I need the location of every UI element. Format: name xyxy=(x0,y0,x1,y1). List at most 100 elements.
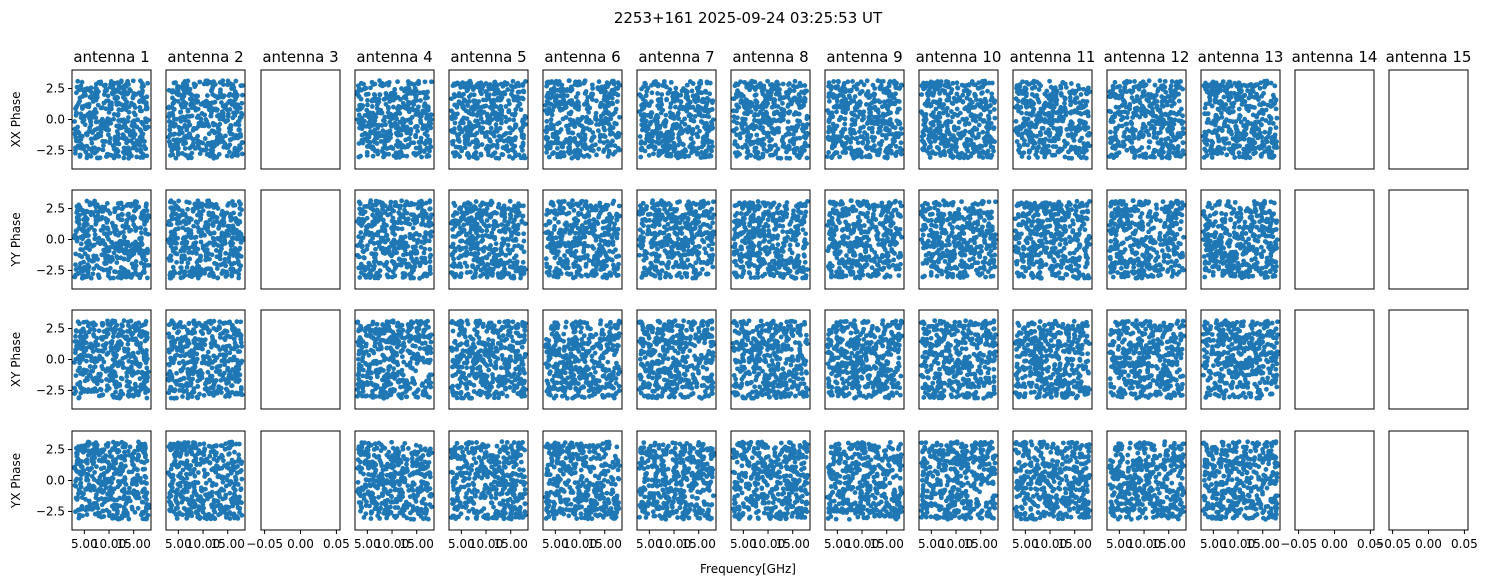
data-point xyxy=(387,119,393,125)
data-point xyxy=(168,474,174,480)
data-point xyxy=(77,134,83,140)
data-point xyxy=(166,375,172,381)
data-point xyxy=(404,264,410,270)
data-point xyxy=(233,474,238,480)
data-point xyxy=(410,376,415,381)
data-point xyxy=(135,369,141,375)
data-point xyxy=(130,350,136,356)
data-point xyxy=(112,361,117,367)
data-point xyxy=(123,501,129,506)
data-point xyxy=(239,140,245,146)
data-point xyxy=(170,273,176,279)
data-point xyxy=(407,360,413,365)
data-point xyxy=(113,389,118,395)
data-point xyxy=(228,266,234,272)
data-point xyxy=(238,253,244,259)
data-point xyxy=(99,204,105,210)
data-point xyxy=(201,452,207,458)
data-point xyxy=(81,443,86,449)
data-point xyxy=(360,220,366,226)
data-point xyxy=(210,235,216,241)
data-point xyxy=(410,463,415,469)
data-point xyxy=(138,475,143,481)
data-point xyxy=(391,248,397,253)
data-point xyxy=(403,96,409,101)
data-point xyxy=(392,359,398,365)
data-point xyxy=(218,331,223,337)
data-point xyxy=(237,132,242,138)
data-point xyxy=(410,233,415,239)
data-point xyxy=(123,81,129,87)
data-point xyxy=(122,449,127,455)
data-point xyxy=(78,371,83,376)
data-point xyxy=(178,248,184,254)
data-point xyxy=(178,275,184,281)
data-point xyxy=(423,232,429,237)
data-point xyxy=(92,227,97,233)
panel: −2.50.02.5YY Phase xyxy=(9,189,152,290)
data-point xyxy=(112,138,118,143)
data-point xyxy=(368,198,374,204)
data-point xyxy=(379,246,384,252)
data-point xyxy=(92,343,98,349)
scatter-points xyxy=(355,318,434,401)
data-point xyxy=(111,116,117,122)
data-point xyxy=(215,206,221,211)
data-point xyxy=(203,147,209,153)
data-point xyxy=(198,255,203,261)
data-point xyxy=(381,374,387,380)
data-point xyxy=(190,480,196,486)
data-point xyxy=(209,365,215,371)
data-point xyxy=(114,497,120,503)
data-point xyxy=(127,485,132,491)
scatter-points xyxy=(72,439,151,522)
data-point xyxy=(427,271,433,276)
data-point xyxy=(409,114,415,120)
data-point xyxy=(122,513,128,519)
data-point xyxy=(124,378,130,384)
data-point xyxy=(73,347,78,353)
data-point xyxy=(238,467,244,473)
data-point xyxy=(180,512,185,518)
data-point xyxy=(393,116,399,122)
data-point xyxy=(389,274,395,280)
x-tick-label: 15.00 xyxy=(211,537,245,551)
data-point xyxy=(377,210,383,216)
data-point xyxy=(355,356,361,362)
y-tick-label: 0.0 xyxy=(46,113,65,127)
data-point xyxy=(210,221,216,227)
data-point xyxy=(84,512,90,517)
data-point xyxy=(237,218,242,224)
data-point xyxy=(145,502,151,508)
data-point xyxy=(370,328,376,334)
data-point xyxy=(76,217,82,223)
data-point xyxy=(186,245,192,251)
data-point xyxy=(106,132,111,138)
data-point xyxy=(236,441,242,447)
data-point xyxy=(358,508,363,514)
data-point xyxy=(226,255,232,261)
data-point xyxy=(418,357,424,362)
data-point xyxy=(220,114,226,119)
data-point xyxy=(85,267,91,273)
data-point xyxy=(115,131,121,137)
data-point xyxy=(79,115,85,121)
data-point xyxy=(234,368,240,374)
data-point xyxy=(396,339,402,344)
data-point xyxy=(397,97,403,102)
data-point xyxy=(98,479,103,484)
data-point xyxy=(214,390,220,396)
data-point xyxy=(238,336,244,342)
data-point xyxy=(203,257,209,263)
data-point xyxy=(224,333,229,339)
data-point xyxy=(420,126,426,132)
data-point xyxy=(191,223,197,229)
data-point xyxy=(205,93,210,98)
data-point xyxy=(88,118,93,124)
data-point xyxy=(208,231,214,237)
data-point xyxy=(113,373,119,379)
data-point xyxy=(370,319,376,325)
data-point xyxy=(421,240,427,246)
data-point xyxy=(140,252,146,257)
data-point xyxy=(380,128,386,134)
